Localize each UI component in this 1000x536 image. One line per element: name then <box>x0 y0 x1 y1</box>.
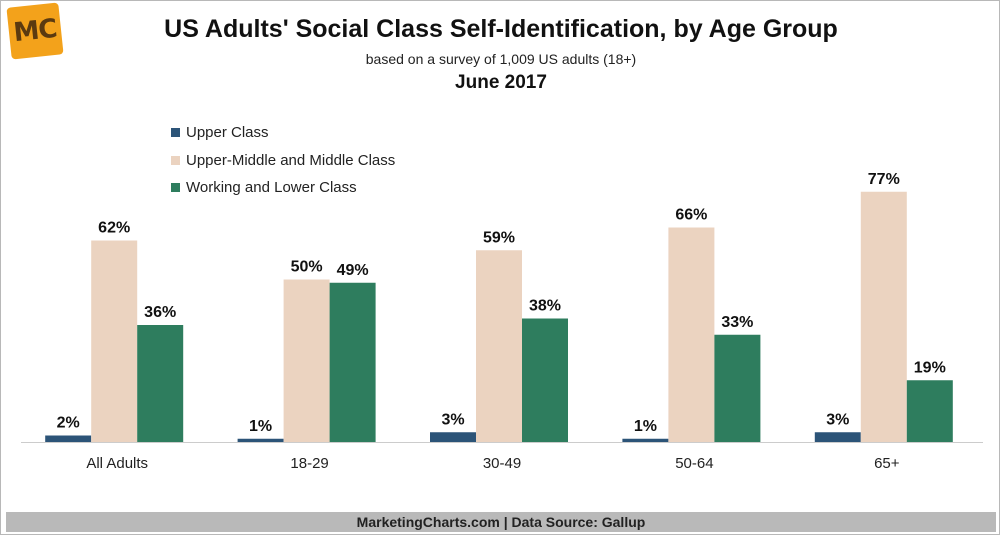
legend-label-0: Upper Class <box>186 124 269 142</box>
data-label-2-2: 38% <box>529 298 561 315</box>
data-label-4-1: 77% <box>868 171 900 188</box>
data-label-2-1: 59% <box>483 229 515 246</box>
data-label-4-2: 19% <box>914 359 946 376</box>
chart-title: US Adults' Social Class Self-Identificat… <box>164 15 838 43</box>
chart-subtitle: based on a survey of 1,009 US adults (18… <box>365 51 637 67</box>
bar-3-2 <box>714 334 761 442</box>
legend-item-1: Upper-Middle and Middle Class <box>171 147 395 175</box>
bar-0-0 <box>45 435 92 442</box>
bar-4-1 <box>860 191 907 442</box>
legend-item-2: Working and Lower Class <box>171 174 395 202</box>
category-label-0: All Adults <box>86 455 148 472</box>
bar-3-0 <box>622 438 669 442</box>
data-label-1-1: 50% <box>291 259 323 276</box>
bar-0-2 <box>137 325 184 442</box>
bar-2-1 <box>476 250 522 442</box>
legend-swatch-0 <box>171 128 180 138</box>
data-label-2-0: 3% <box>441 411 464 428</box>
category-label-1: 18-29 <box>290 455 328 472</box>
bar-1-2 <box>329 282 376 442</box>
data-label-0-0: 2% <box>57 415 80 432</box>
data-label-1-2: 49% <box>337 262 369 279</box>
bar-2-2 <box>522 318 568 442</box>
category-label-3: 50-64 <box>675 455 713 472</box>
chart-date: June 2017 <box>455 72 547 93</box>
data-label-1-0: 1% <box>249 418 272 435</box>
category-label-4: 65+ <box>874 455 900 472</box>
legend-label-1: Upper-Middle and Middle Class <box>186 151 396 169</box>
data-label-3-1: 66% <box>675 207 707 224</box>
bar-4-2 <box>906 380 953 442</box>
bar-2-0 <box>430 432 476 442</box>
data-label-4-0: 3% <box>826 411 849 428</box>
data-label-0-2: 36% <box>144 304 176 321</box>
legend-swatch-2 <box>171 183 180 193</box>
legend-swatch-1 <box>171 155 180 165</box>
legend-item-0: Upper Class <box>171 119 395 147</box>
bar-0-1 <box>91 240 138 442</box>
bar-3-1 <box>668 227 715 442</box>
bar-1-0 <box>237 438 284 442</box>
category-label-2: 30-49 <box>483 455 521 472</box>
bar-4-0 <box>814 432 861 442</box>
data-label-3-2: 33% <box>721 314 753 331</box>
chart-legend: Upper Class Upper-Middle and Middle Class… <box>171 119 395 202</box>
footer-source: MarketingCharts.com | Data Source: Gallu… <box>6 512 996 532</box>
legend-label-2: Working and Lower Class <box>186 179 357 197</box>
bar-1-1 <box>283 279 330 442</box>
data-label-3-0: 1% <box>634 418 657 435</box>
data-label-0-1: 62% <box>98 220 130 237</box>
